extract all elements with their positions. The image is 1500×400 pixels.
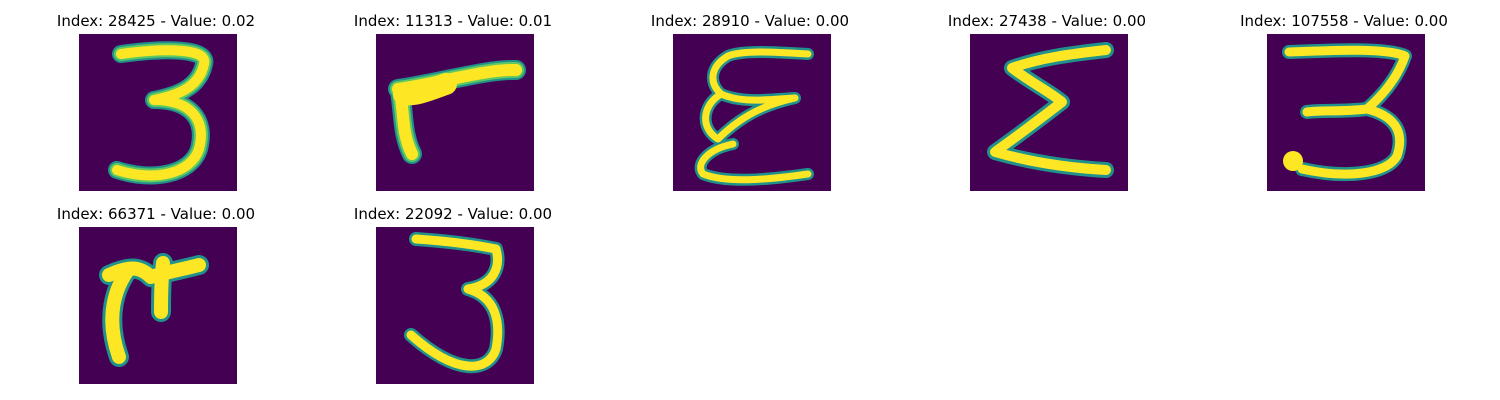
digit-three-glyph [1282, 43, 1412, 182]
panel-title: Index: 11313 - Value: 0.01 [353, 12, 553, 30]
panel-title: Index: 107558 - Value: 0.00 [1240, 12, 1448, 30]
digit-epsilon-glyph [694, 46, 814, 186]
digit-image [376, 34, 534, 191]
digit-image [376, 227, 534, 384]
panel-title: Index: 28425 - Value: 0.02 [56, 12, 256, 30]
digit-three-glyph [108, 41, 214, 185]
digit-sigma-glyph [987, 42, 1114, 178]
panel-title: Index: 28910 - Value: 0.00 [650, 12, 850, 30]
digit-seven-glyph [388, 59, 526, 164]
panel-title: Index: 66371 - Value: 0.00 [56, 205, 256, 223]
panel-title: Index: 27438 - Value: 0.00 [947, 12, 1147, 30]
digit-image [79, 34, 237, 191]
digit-image [1267, 34, 1425, 191]
panel-title: Index: 22092 - Value: 0.00 [353, 205, 553, 223]
digit-tau-glyph [99, 253, 209, 367]
digit-image [970, 34, 1128, 191]
digit-image [79, 227, 237, 384]
digit-image [673, 34, 831, 191]
digit-three-glyph [404, 232, 505, 374]
